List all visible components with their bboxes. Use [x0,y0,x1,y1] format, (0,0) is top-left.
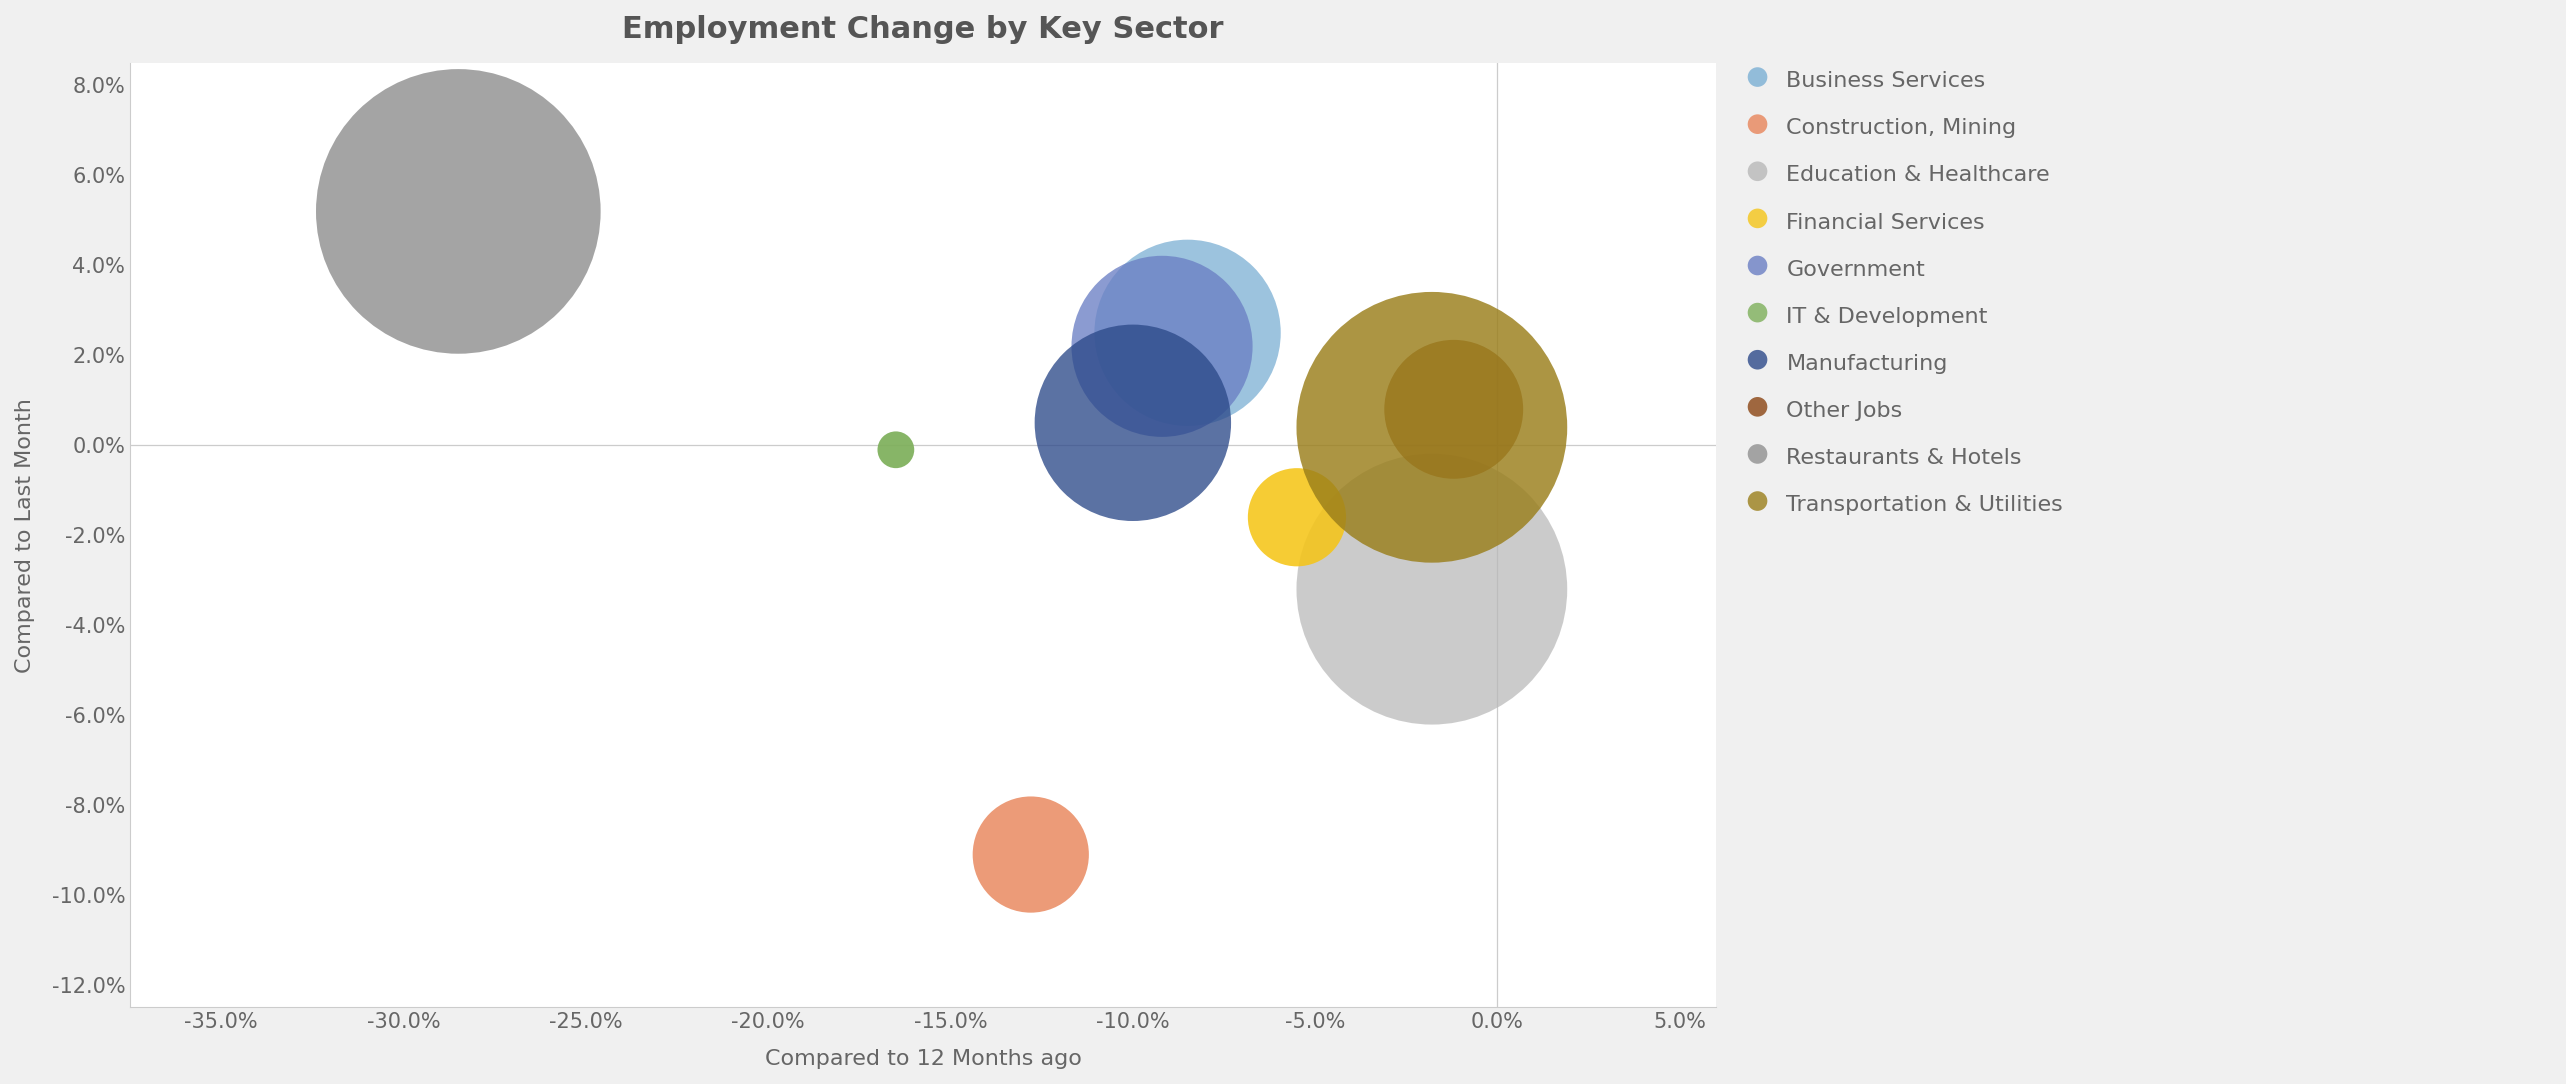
Point [1011,846,1052,863]
Point [875,441,916,459]
Point [1411,581,1452,598]
Point [1168,324,1209,341]
Y-axis label: Compared to Last Month: Compared to Last Month [15,398,36,673]
X-axis label: Compared to 12 Months ago: Compared to 12 Months ago [765,1049,1083,1069]
Point [1142,338,1183,356]
Legend: Business Services, Construction, Mining, Education & Healthcare, Financial Servi: Business Services, Construction, Mining,… [1735,55,2073,529]
Point [1275,508,1316,526]
Point [1411,418,1452,436]
Title: Employment Change by Key Sector: Employment Change by Key Sector [624,15,1224,44]
Point [1111,414,1152,431]
Point [1434,401,1475,418]
Point [439,203,480,220]
